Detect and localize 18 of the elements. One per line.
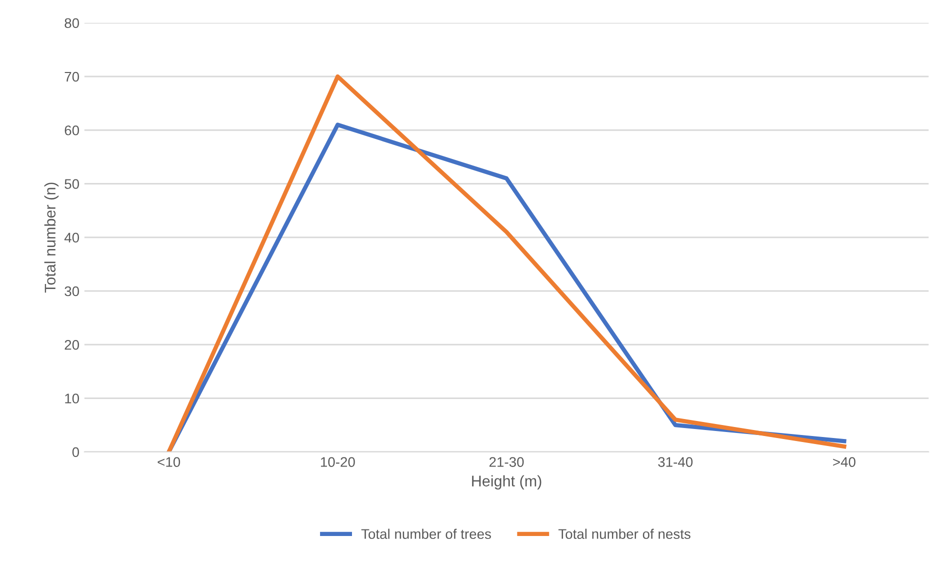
- legend-label: Total number of trees: [361, 528, 491, 539]
- y-tick-label: 40: [64, 232, 80, 243]
- y-tick-label: 80: [64, 18, 80, 28]
- y-tick-label: 50: [64, 179, 80, 189]
- y-tick-label: 70: [64, 72, 80, 82]
- y-tick-label: 30: [64, 286, 80, 296]
- x-axis-title: Height (m): [472, 475, 542, 490]
- y-axis-title: Total number (n): [44, 182, 59, 293]
- y-tick-label: 0: [72, 447, 80, 458]
- y-tick-label: 60: [64, 125, 80, 136]
- x-tick-label: 31-40: [658, 457, 693, 467]
- x-tick-label: 10-20: [320, 457, 355, 467]
- y-tick-label: 20: [64, 340, 80, 350]
- x-tick-label: >40: [833, 457, 856, 467]
- x-tick-label: 21-30: [489, 457, 524, 467]
- legend-label: Total number of nests: [558, 528, 690, 539]
- y-tick-label: 10: [65, 394, 80, 404]
- x-tick-label: <10: [158, 457, 180, 467]
